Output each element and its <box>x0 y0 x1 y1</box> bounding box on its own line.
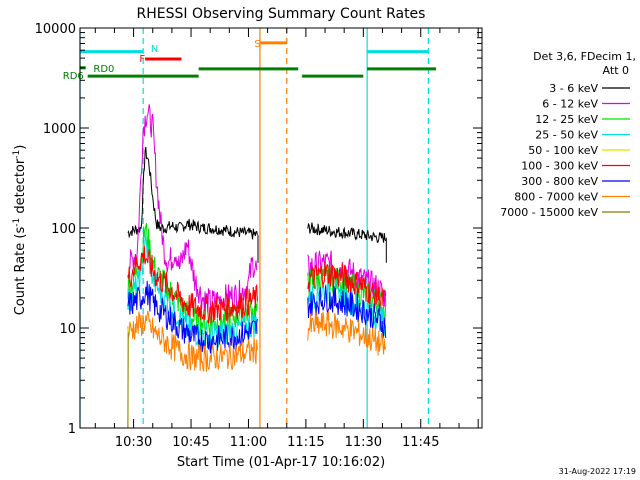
y-tick-1: 1 <box>68 422 76 437</box>
flag-label-rd6: RD6 <box>63 71 84 82</box>
axes <box>79 27 483 429</box>
y-axis-label: Count Rate (s-1 detector-1) <box>12 145 28 316</box>
legend-label-6: 300 - 800 keV <box>521 175 598 188</box>
legend-label-4: 50 - 100 keV <box>528 144 598 157</box>
x-tick-1045: 10:45 <box>172 435 209 450</box>
x-axis-label: Start Time (01-Apr-17 10:16:02) <box>177 455 385 470</box>
series-3to6keV-line <box>127 146 387 263</box>
legend-label-2: 12 - 25 keV <box>535 113 598 126</box>
flag-label-s: S <box>254 39 260 50</box>
y-tick-10: 10 <box>59 322 76 337</box>
legend-label-1: 6 - 12 keV <box>542 98 598 111</box>
series-group <box>127 104 387 428</box>
x-tick-1130: 11:30 <box>345 435 382 450</box>
flag-labels: N S F RD0 RD6 <box>63 39 261 82</box>
series-100to300keV-line <box>127 246 387 324</box>
legend: Det 3,6, FDecim 1, Att 0 3 - 6 keV 6 - 12… <box>500 50 636 219</box>
legend-label-3: 25 - 50 keV <box>535 129 598 142</box>
legend-header-1: Det 3,6, FDecim 1, <box>533 50 636 63</box>
legend-header-2: Att 0 <box>603 64 629 77</box>
flag-label-rd0: RD0 <box>93 64 114 75</box>
series-800to7000keV-line <box>127 310 387 372</box>
y-tick-1000: 1000 <box>43 122 76 137</box>
x-tick-1145: 11:45 <box>402 435 439 450</box>
legend-label-0: 3 - 6 keV <box>549 82 598 95</box>
x-tick-1030: 10:30 <box>115 435 152 450</box>
flag-label-f: F <box>139 54 145 65</box>
legend-label-7: 800 - 7000 keV <box>514 191 598 204</box>
chart-title: RHESSI Observing Summary Count Rates <box>137 6 426 22</box>
tick-labels: 1 10 100 1000 10000 10:30 10:45 11:00 11:15 11:30… <box>35 22 440 450</box>
legend-label-5: 100 - 300 keV <box>521 160 598 173</box>
footer-timestamp: 31-Aug-2022 17:19 <box>559 467 636 476</box>
flag-label-n: N <box>151 44 158 55</box>
legend-label-8: 7000 - 15000 keV <box>500 206 598 219</box>
y-tick-100: 100 <box>51 222 76 237</box>
x-tick-1100: 11:00 <box>230 435 267 450</box>
x-tick-1115: 11:15 <box>287 435 324 450</box>
y-tick-10000: 10000 <box>35 22 76 37</box>
